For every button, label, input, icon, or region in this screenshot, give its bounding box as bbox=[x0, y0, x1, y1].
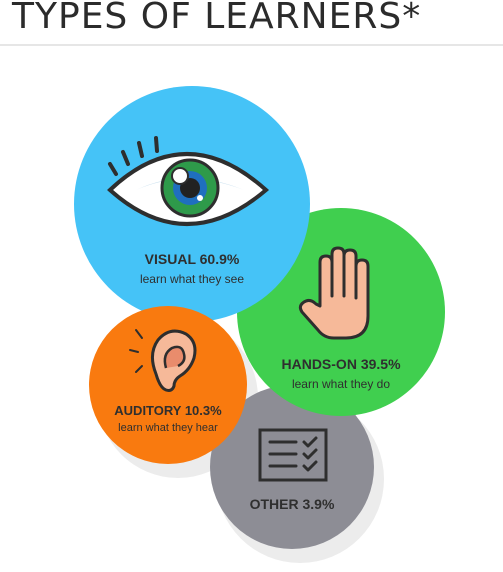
other-label: OTHER 3.9% bbox=[192, 496, 392, 512]
hands-on-heading: HANDS-ON 39.5% bbox=[281, 356, 401, 372]
title-divider bbox=[0, 44, 503, 46]
ear-icon bbox=[129, 329, 197, 392]
hands-on-label: HANDS-ON 39.5% learn what they do bbox=[241, 356, 441, 391]
auditory-description: learn what they hear bbox=[118, 422, 218, 434]
visual-label: VISUAL 60.9% learn what they see bbox=[92, 251, 292, 286]
auditory-label: AUDITORY 10.3% learn what they hear bbox=[68, 403, 268, 434]
other-heading: OTHER 3.9% bbox=[249, 496, 335, 512]
eye-icon bbox=[107, 136, 270, 226]
page-title: TYPES OF LEARNERS* bbox=[12, 0, 422, 37]
auditory-heading: AUDITORY 10.3% bbox=[114, 403, 222, 418]
hands-on-description: learn what they do bbox=[291, 377, 391, 391]
visual-heading: VISUAL 60.9% bbox=[144, 251, 240, 267]
checklist-icon bbox=[258, 428, 328, 482]
visual-description: learn what they see bbox=[139, 272, 245, 286]
hand-icon bbox=[298, 246, 370, 340]
